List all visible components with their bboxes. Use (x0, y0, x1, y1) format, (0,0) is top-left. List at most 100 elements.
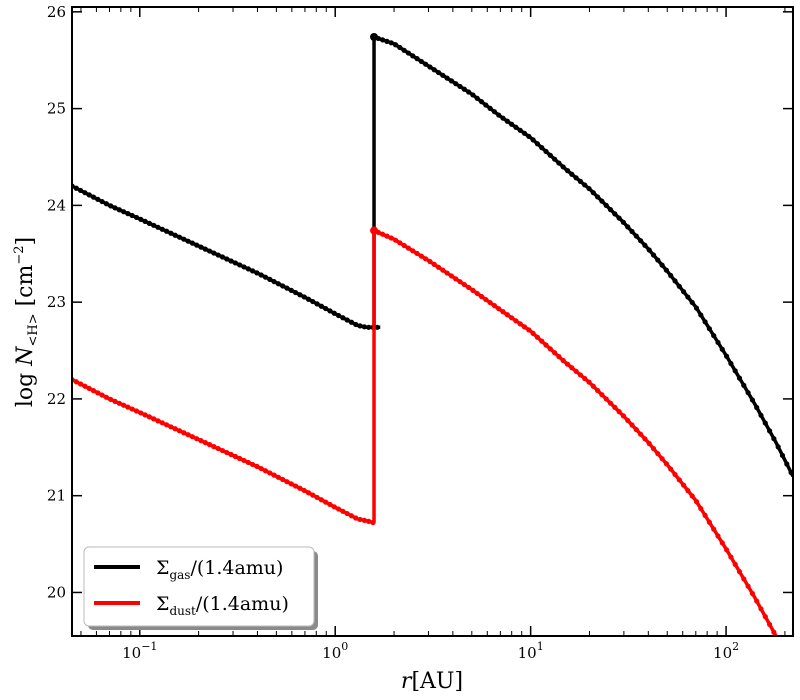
data-point (758, 606, 764, 612)
data-point (633, 427, 639, 433)
y-tick-label: 21 (47, 487, 66, 505)
data-point (582, 375, 588, 382)
data-point (90, 388, 97, 394)
x-axis-label: r[AU] (401, 669, 463, 694)
data-point (491, 109, 498, 115)
data-point (168, 424, 174, 430)
data-point (539, 145, 545, 151)
data-point (788, 663, 793, 668)
data-point (607, 207, 614, 213)
data-point (431, 67, 437, 73)
data-point (215, 252, 221, 258)
data-point (655, 257, 661, 263)
data-point (569, 171, 575, 177)
data-point (86, 192, 92, 198)
data-point (301, 487, 307, 494)
data-point (590, 383, 596, 389)
x-tick-label: 100 (322, 640, 348, 662)
data-point (112, 205, 118, 211)
data-point (728, 554, 734, 560)
data-point (504, 312, 510, 318)
data-point (595, 387, 601, 394)
data-point (478, 99, 485, 105)
data-point (427, 64, 433, 70)
data-point (513, 124, 519, 130)
data-point (646, 440, 652, 447)
data-point (357, 516, 363, 523)
data-point (474, 290, 480, 297)
data-point (719, 540, 725, 546)
data-point (254, 270, 260, 276)
data-point (267, 470, 273, 476)
data-point (620, 219, 627, 225)
data-point (410, 53, 416, 59)
data-point (357, 323, 363, 329)
data-point (176, 234, 183, 240)
data-point (245, 459, 251, 466)
data-point (125, 404, 131, 410)
data-point (453, 81, 459, 87)
data-point (108, 396, 114, 403)
data-point (172, 232, 178, 238)
data-point (784, 461, 790, 467)
data-point (766, 428, 773, 434)
data-point (163, 422, 170, 428)
data-point (741, 576, 747, 582)
data-point (163, 228, 170, 234)
data-point (431, 261, 437, 267)
data-point (745, 390, 751, 396)
data-point (228, 258, 234, 264)
data-point (586, 379, 592, 385)
data-point (348, 513, 355, 519)
data-point (380, 231, 386, 237)
data-point (711, 526, 717, 532)
data-point (168, 230, 174, 236)
data-point (448, 78, 455, 84)
data-point (327, 308, 333, 314)
data-point (435, 69, 442, 76)
data-point (142, 412, 148, 418)
data-point (642, 242, 648, 248)
data-point (414, 250, 420, 257)
data-point (340, 508, 346, 514)
data-point (185, 238, 191, 244)
y-tick-label: 22 (47, 390, 66, 408)
data-point (590, 190, 596, 196)
data-point (142, 218, 148, 224)
data-point (685, 294, 691, 300)
data-point (517, 321, 523, 327)
data-point (262, 468, 269, 474)
data-point (466, 89, 472, 95)
data-point (496, 112, 502, 118)
data-point (237, 262, 243, 268)
data-point (616, 409, 622, 415)
y-tick-label: 26 (47, 3, 66, 21)
data-point (331, 310, 337, 316)
data-point (526, 327, 532, 333)
data-point (388, 235, 394, 241)
data-point (249, 461, 256, 468)
data-point (444, 75, 450, 81)
data-point (603, 202, 609, 208)
data-point (155, 224, 161, 230)
data-point (284, 285, 290, 291)
legend-label-gas: Σgas/(1.4amu) (156, 557, 283, 582)
data-point (521, 130, 528, 136)
data-point (509, 315, 515, 321)
data-point (745, 583, 751, 589)
x-tick-label: 102 (713, 640, 739, 662)
data-point (573, 175, 579, 181)
data-point (335, 312, 342, 319)
data-point (305, 296, 312, 302)
data-point (483, 102, 489, 108)
data-point (659, 456, 665, 462)
data-point (292, 483, 299, 489)
data-point (237, 455, 243, 462)
data-point (655, 451, 661, 457)
data-point-jump-top (370, 32, 379, 41)
data-point (461, 86, 467, 92)
data-point (374, 324, 380, 330)
data-point (202, 246, 208, 252)
data-point (95, 196, 101, 202)
data-point (435, 264, 442, 270)
